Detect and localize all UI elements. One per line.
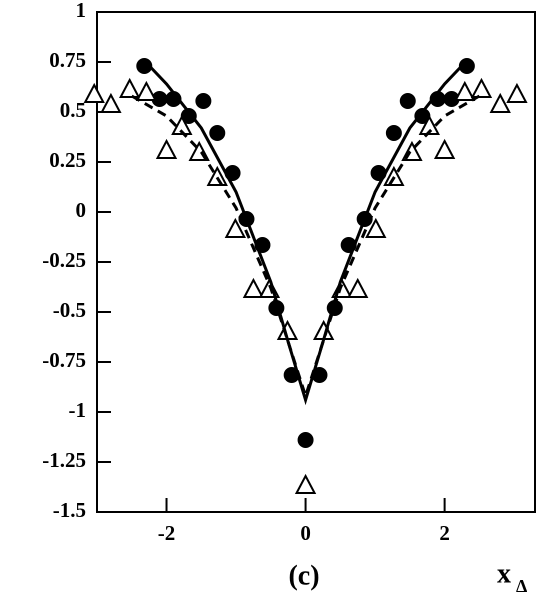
fit-curve <box>144 60 467 406</box>
y-tick-label: -1.5 <box>53 498 86 522</box>
data-point <box>151 91 168 107</box>
data-point <box>297 432 314 448</box>
data-point <box>418 114 440 135</box>
x-tick-label: 2 <box>439 521 450 545</box>
data-point <box>209 125 226 141</box>
x-axis-label: x <box>497 558 511 589</box>
data-point <box>443 91 460 107</box>
y-tick-label: -1.25 <box>42 448 86 472</box>
x-tick-label: -2 <box>158 521 176 545</box>
data-point <box>506 82 528 103</box>
y-tick-label: 0 <box>76 198 87 222</box>
data-point <box>399 93 416 109</box>
data-point <box>454 80 476 101</box>
y-tick-label: -0.75 <box>42 348 86 372</box>
data-point <box>429 91 446 107</box>
data-point <box>385 125 402 141</box>
annotation: (c) <box>288 560 319 591</box>
fit-curve <box>131 94 481 401</box>
data-point <box>180 108 197 124</box>
y-tick-label: 0.5 <box>60 98 86 122</box>
data-point <box>383 165 405 186</box>
data-point <box>195 93 212 109</box>
x-axis-label-subscript: Δ <box>516 576 527 596</box>
y-tick-label: -0.25 <box>42 248 86 272</box>
data-point <box>171 114 193 135</box>
data-point <box>294 473 317 494</box>
data-point <box>119 77 141 98</box>
data-point <box>489 92 511 113</box>
data-point <box>165 91 182 107</box>
data-point <box>347 277 369 298</box>
data-point <box>433 138 456 159</box>
data-point <box>135 80 158 101</box>
data-point <box>242 277 265 298</box>
y-tick-label: -1 <box>69 398 87 422</box>
data-point <box>100 92 122 113</box>
y-tick-label: 0.25 <box>49 148 86 172</box>
data-point <box>365 217 387 238</box>
data-point <box>414 108 431 124</box>
data-point <box>136 58 153 74</box>
data-point <box>206 165 228 186</box>
y-tick-label: 0.75 <box>49 48 86 72</box>
y-tick-label: -0.5 <box>53 298 86 322</box>
data-point <box>83 82 105 103</box>
data-point <box>458 58 475 74</box>
y-tick-label: 1 <box>76 0 87 22</box>
x-tick-label: 0 <box>300 521 311 545</box>
plot-frame <box>96 11 536 513</box>
data-point <box>224 217 247 238</box>
data-point <box>155 138 178 159</box>
data-point <box>470 77 493 98</box>
